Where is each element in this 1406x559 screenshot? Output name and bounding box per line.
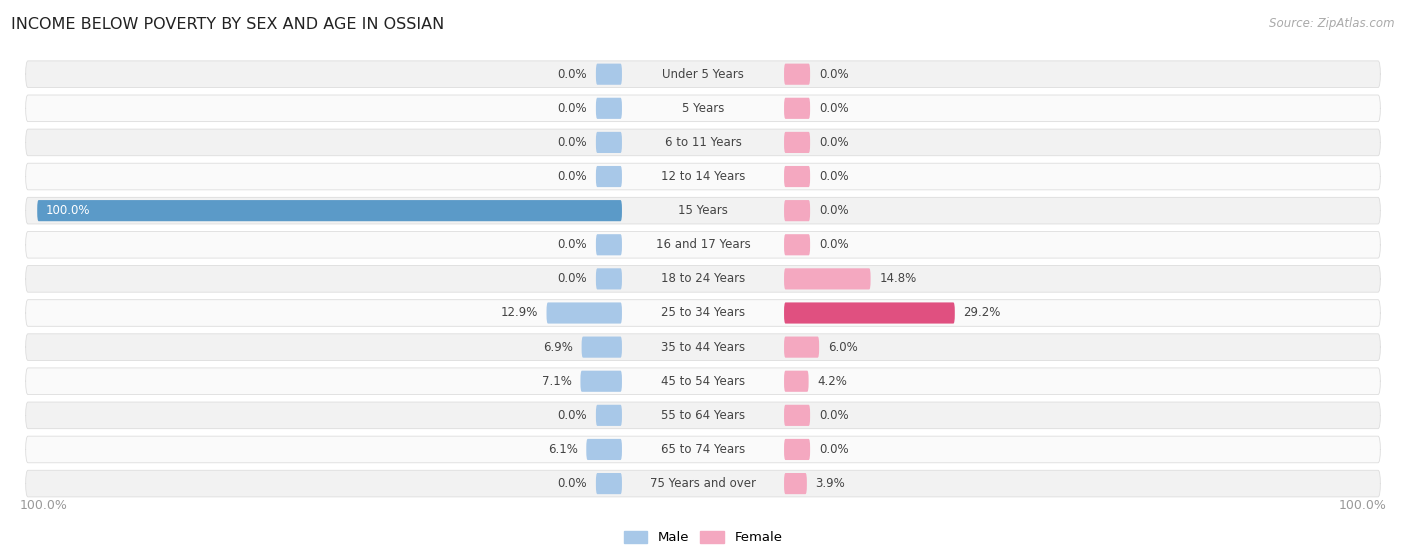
Text: INCOME BELOW POVERTY BY SEX AND AGE IN OSSIAN: INCOME BELOW POVERTY BY SEX AND AGE IN O… [11,17,444,32]
FancyBboxPatch shape [785,337,820,358]
Text: 0.0%: 0.0% [558,102,588,115]
FancyBboxPatch shape [25,470,1381,497]
Text: 15 Years: 15 Years [678,204,728,217]
Legend: Male, Female: Male, Female [619,525,787,549]
FancyBboxPatch shape [25,402,1381,429]
FancyBboxPatch shape [37,200,621,221]
FancyBboxPatch shape [596,166,621,187]
FancyBboxPatch shape [596,132,621,153]
Text: 16 and 17 Years: 16 and 17 Years [655,238,751,251]
Text: 75 Years and over: 75 Years and over [650,477,756,490]
FancyBboxPatch shape [25,163,1381,190]
Text: 5 Years: 5 Years [682,102,724,115]
FancyBboxPatch shape [596,234,621,255]
FancyBboxPatch shape [785,132,810,153]
FancyBboxPatch shape [785,234,810,255]
Text: 0.0%: 0.0% [558,409,588,422]
FancyBboxPatch shape [25,436,1381,463]
Text: 6 to 11 Years: 6 to 11 Years [665,136,741,149]
FancyBboxPatch shape [25,334,1381,361]
Text: 4.2%: 4.2% [817,375,848,388]
Text: 18 to 24 Years: 18 to 24 Years [661,272,745,286]
FancyBboxPatch shape [596,98,621,119]
Text: 14.8%: 14.8% [879,272,917,286]
Text: 55 to 64 Years: 55 to 64 Years [661,409,745,422]
FancyBboxPatch shape [785,200,810,221]
Text: Source: ZipAtlas.com: Source: ZipAtlas.com [1270,17,1395,30]
FancyBboxPatch shape [25,61,1381,88]
Text: 65 to 74 Years: 65 to 74 Years [661,443,745,456]
Text: 6.1%: 6.1% [548,443,578,456]
FancyBboxPatch shape [785,439,810,460]
Text: Under 5 Years: Under 5 Years [662,68,744,80]
FancyBboxPatch shape [582,337,621,358]
FancyBboxPatch shape [25,368,1381,395]
Text: 6.9%: 6.9% [543,340,572,354]
FancyBboxPatch shape [25,231,1381,258]
FancyBboxPatch shape [547,302,621,324]
Text: 0.0%: 0.0% [818,409,848,422]
Text: 0.0%: 0.0% [558,477,588,490]
Text: 0.0%: 0.0% [818,68,848,80]
FancyBboxPatch shape [785,98,810,119]
FancyBboxPatch shape [586,439,621,460]
FancyBboxPatch shape [785,64,810,85]
Text: 0.0%: 0.0% [818,204,848,217]
FancyBboxPatch shape [25,95,1381,122]
Text: 29.2%: 29.2% [963,306,1001,320]
Text: 0.0%: 0.0% [818,443,848,456]
FancyBboxPatch shape [581,371,621,392]
Text: 100.0%: 100.0% [1339,499,1386,511]
Text: 0.0%: 0.0% [818,170,848,183]
Text: 0.0%: 0.0% [558,272,588,286]
FancyBboxPatch shape [785,268,870,290]
Text: 0.0%: 0.0% [818,238,848,251]
FancyBboxPatch shape [785,371,808,392]
FancyBboxPatch shape [785,302,955,324]
Text: 0.0%: 0.0% [558,170,588,183]
Text: 45 to 54 Years: 45 to 54 Years [661,375,745,388]
FancyBboxPatch shape [25,129,1381,156]
FancyBboxPatch shape [25,197,1381,224]
FancyBboxPatch shape [596,64,621,85]
Text: 0.0%: 0.0% [818,136,848,149]
Text: 100.0%: 100.0% [46,204,90,217]
FancyBboxPatch shape [785,166,810,187]
Text: 12.9%: 12.9% [501,306,538,320]
Text: 3.9%: 3.9% [815,477,845,490]
Text: 6.0%: 6.0% [828,340,858,354]
FancyBboxPatch shape [25,266,1381,292]
Text: 35 to 44 Years: 35 to 44 Years [661,340,745,354]
FancyBboxPatch shape [596,268,621,290]
Text: 0.0%: 0.0% [558,68,588,80]
FancyBboxPatch shape [25,300,1381,326]
Text: 0.0%: 0.0% [558,136,588,149]
FancyBboxPatch shape [596,405,621,426]
FancyBboxPatch shape [596,473,621,494]
Text: 25 to 34 Years: 25 to 34 Years [661,306,745,320]
Text: 100.0%: 100.0% [20,499,67,511]
Text: 0.0%: 0.0% [818,102,848,115]
Text: 12 to 14 Years: 12 to 14 Years [661,170,745,183]
Text: 7.1%: 7.1% [541,375,572,388]
FancyBboxPatch shape [785,473,807,494]
FancyBboxPatch shape [785,405,810,426]
Text: 0.0%: 0.0% [558,238,588,251]
